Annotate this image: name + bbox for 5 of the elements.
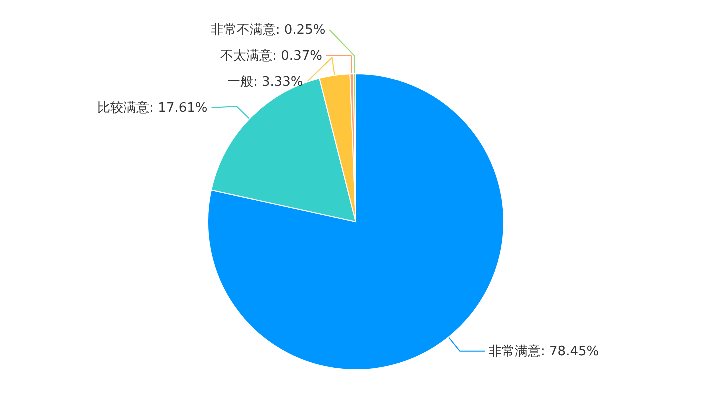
slice-label: 非常不满意: 0.25% [210,23,326,38]
slice-label: 一般: 3.33% [227,75,304,90]
slice-label: 非常满意: 78.45% [489,344,600,360]
slice-label: 不太满意: 0.37% [220,49,322,64]
slice-label: 比较满意: 17.61% [98,101,208,116]
